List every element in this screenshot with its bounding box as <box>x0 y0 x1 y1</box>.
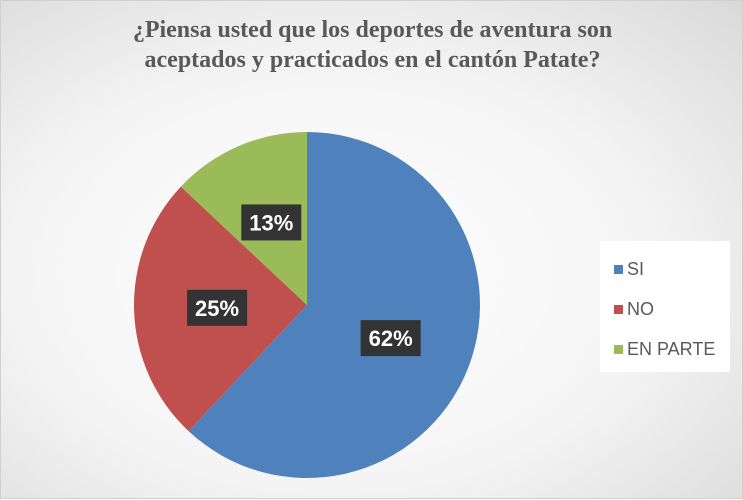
data-label-en-parte: 13% <box>241 204 302 241</box>
data-label-box-no <box>187 289 248 326</box>
legend-swatch-en-parte <box>614 344 623 354</box>
legend-item-si: SI <box>600 249 730 289</box>
data-label-no: 25% <box>187 289 248 326</box>
legend: SI NO EN PARTE <box>600 241 730 372</box>
chart-title-line-1: ¿Piensa usted que los deportes de aventu… <box>132 17 613 43</box>
legend-label-no: NO <box>627 298 654 319</box>
data-label-si: 62% <box>360 320 421 357</box>
chart-title-line-2: aceptados y practicados en el cantón Pat… <box>144 47 601 73</box>
legend-item-no: NO <box>600 289 730 329</box>
legend-label-en-parte: EN PARTE <box>627 338 716 359</box>
pie-slice-si <box>188 132 480 478</box>
data-label-text-si: 62% <box>369 326 413 351</box>
legend-swatch-no <box>614 304 623 314</box>
data-label-text-no: 25% <box>195 296 239 321</box>
data-label-box-en-parte <box>241 204 302 241</box>
legend-swatch-si <box>614 264 623 274</box>
legend-label-si: SI <box>627 258 645 279</box>
legend-item-en-parte: EN PARTE <box>600 329 730 369</box>
data-label-text-en-parte: 13% <box>249 210 293 235</box>
data-label-box-si <box>360 320 421 357</box>
chart-title: ¿Piensa usted que los deportes de aventu… <box>1 15 743 75</box>
